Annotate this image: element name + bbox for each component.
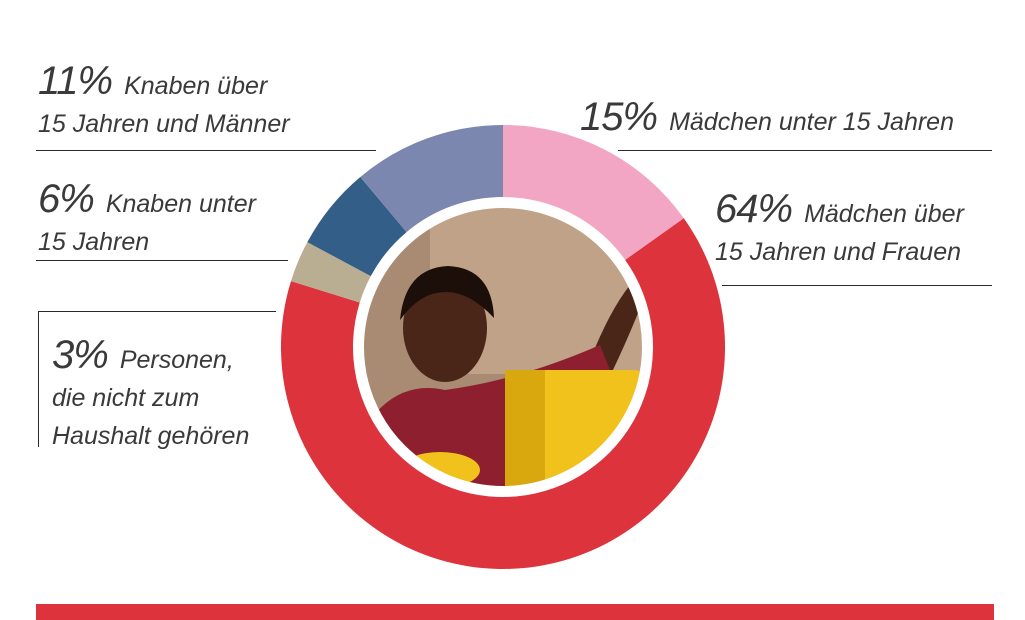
label-girls-over-pct: 64% (715, 187, 793, 231)
photo-ring (358, 202, 648, 492)
label-boys-over-pct: 11% (38, 59, 113, 103)
label-boys-under-pct: 6% (38, 177, 95, 221)
rule-girls-over (722, 285, 992, 286)
rule-non-household-vertical (38, 311, 39, 447)
label-girls-over-line1: Mädchen über (804, 200, 964, 228)
center-photo (361, 205, 645, 489)
rule-non-household (38, 311, 276, 312)
slice-boys-over (360, 125, 503, 233)
label-girls-under-line1: Mädchen unter 15 Jahren (669, 108, 954, 136)
label-boys-under: 6% Knaben unter 15 Jahren (38, 177, 256, 261)
slice-boys-under (307, 176, 407, 277)
photo-head (403, 274, 487, 382)
label-boys-over-line1: Knaben über (124, 72, 268, 100)
slice-nonhh (291, 242, 371, 303)
label-boys-over: 11% Knaben über 15 Jahren und Männer (38, 59, 290, 143)
label-non-household-line2: die nicht zum (52, 384, 200, 412)
label-boys-under-line1: Knaben unter (105, 190, 256, 218)
label-non-household-pct: 3% (52, 333, 109, 377)
label-girls-over: 64% Mädchen über 15 Jahren und Frauen (715, 187, 964, 271)
label-girls-under-pct: 15% (580, 95, 658, 139)
donut-slices (281, 125, 725, 570)
rule-boys-over (36, 150, 376, 151)
label-non-household-line3: Haushalt gehören (52, 422, 250, 450)
label-non-household-line1: Personen, (119, 346, 234, 374)
label-girls-over-line2: 15 Jahren und Frauen (715, 238, 962, 266)
photo-hair (400, 266, 494, 320)
photo-canister-shade (505, 370, 545, 489)
photo-arm (590, 285, 645, 372)
slice-girls-over (281, 218, 725, 570)
bottom-accent-bar (36, 604, 994, 620)
slice-girls-under (503, 125, 684, 260)
label-boys-over-line2: 15 Jahren und Männer (38, 110, 290, 138)
label-boys-under-line2: 15 Jahren (38, 228, 150, 256)
rule-girls-under (618, 150, 992, 151)
rule-boys-under (36, 260, 288, 261)
label-non-household: 3% Personen, die nicht zum Haushalt gehör… (52, 333, 250, 455)
label-girls-under: 15% Mädchen unter 15 Jahren (580, 95, 954, 141)
